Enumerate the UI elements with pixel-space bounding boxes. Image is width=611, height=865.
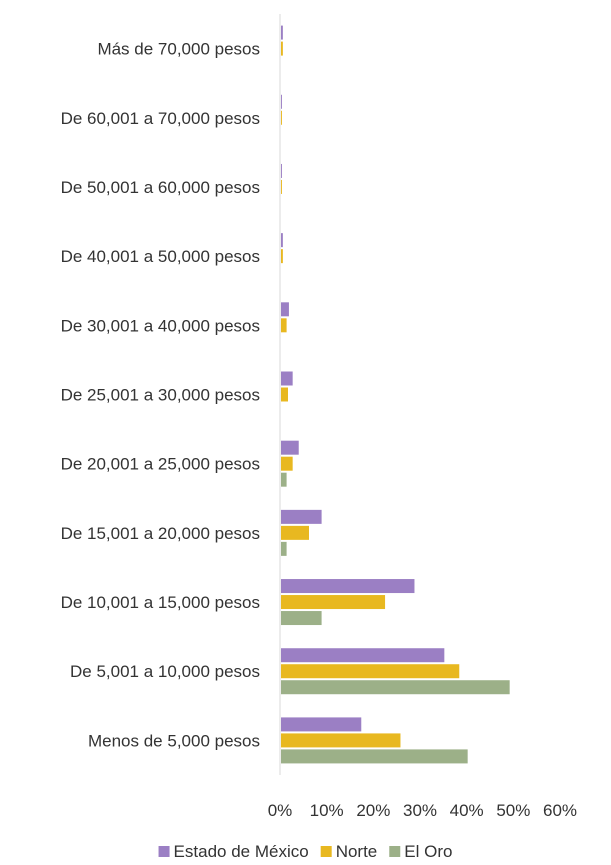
bar-norte: [281, 525, 309, 540]
bar-norte: [281, 249, 283, 264]
bar-norte: [281, 110, 282, 125]
category-label: De 40,001 a 50,000 pesos: [61, 247, 260, 266]
bar-estado-de-m-xico: [281, 94, 282, 109]
legend-item: Estado de México: [158, 842, 309, 861]
legend-label: Norte: [336, 842, 378, 861]
category-label: De 15,001 a 20,000 pesos: [61, 524, 260, 543]
legend: Estado de México Norte El Oro: [158, 842, 452, 861]
bar-estado-de-m-xico: [281, 233, 283, 248]
legend-swatch: [389, 846, 401, 857]
bar-estado-de-m-xico: [281, 579, 415, 594]
legend-item: El Oro: [389, 842, 452, 861]
category-label: De 30,001 a 40,000 pesos: [61, 316, 260, 335]
x-tick-label: 30%: [403, 801, 437, 820]
category-label: De 10,001 a 15,000 pesos: [61, 593, 260, 612]
category-label: De 5,001 a 10,000 pesos: [70, 662, 260, 681]
bar-estado-de-m-xico: [281, 163, 282, 178]
x-tick-label: 20%: [356, 801, 390, 820]
bar-el-oro: [281, 749, 468, 764]
x-tick-label: 60%: [543, 801, 577, 820]
x-tick-label: 0%: [268, 801, 293, 820]
bar-estado-de-m-xico: [281, 717, 362, 732]
bar-el-oro: [281, 611, 322, 626]
bar-estado-de-m-xico: [281, 371, 293, 386]
bar-estado-de-m-xico: [281, 25, 283, 40]
legend-label: Estado de México: [174, 842, 309, 861]
bar-norte: [281, 664, 460, 679]
legend-swatch: [320, 846, 332, 857]
category-labels: Más de 70,000 pesos De 60,001 a 70,000 pe…: [61, 40, 260, 751]
category-label: De 60,001 a 70,000 pesos: [61, 109, 260, 128]
legend-swatch: [158, 846, 170, 857]
x-tick-label: 50%: [496, 801, 530, 820]
bar-norte: [281, 595, 386, 610]
category-label: De 25,001 a 30,000 pesos: [61, 386, 260, 405]
legend-label: El Oro: [404, 842, 452, 861]
bar-estado-de-m-xico: [281, 440, 299, 455]
category-label: Más de 70,000 pesos: [97, 40, 260, 59]
legend-item: Norte: [320, 842, 378, 861]
bars: [281, 25, 510, 764]
bar-estado-de-m-xico: [281, 302, 289, 317]
bar-norte: [281, 179, 282, 194]
category-label: De 50,001 a 60,000 pesos: [61, 178, 260, 197]
bar-norte: [281, 387, 288, 402]
category-label: Menos de 5,000 pesos: [88, 731, 260, 750]
bar-estado-de-m-xico: [281, 509, 322, 524]
bar-norte: [281, 733, 401, 748]
bar-norte: [281, 318, 287, 333]
bar-el-oro: [281, 680, 510, 695]
bar-el-oro: [281, 541, 287, 556]
x-tick-label: 40%: [450, 801, 484, 820]
bar-estado-de-m-xico: [281, 648, 445, 663]
x-tick-labels: 0% 10% 20% 30% 40% 50% 60%: [268, 801, 577, 820]
bar-norte: [281, 456, 293, 471]
x-tick-label: 10%: [310, 801, 344, 820]
bar-norte: [281, 41, 283, 56]
bar-el-oro: [281, 472, 287, 487]
category-label: De 20,001 a 25,000 pesos: [61, 455, 260, 474]
